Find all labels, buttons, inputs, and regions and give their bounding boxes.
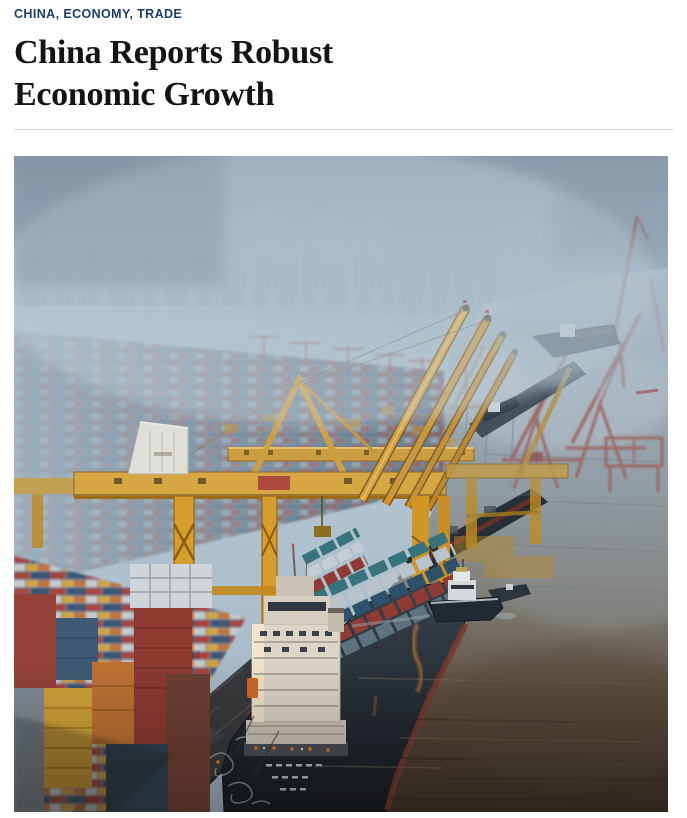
article-tags: CHINA, ECONOMY, TRADE — [14, 7, 673, 21]
port-scene-image — [14, 156, 668, 812]
headline-line-2: Economic Growth — [14, 76, 275, 113]
atmosphere-haze — [14, 156, 668, 812]
tag-separator: , — [55, 7, 64, 21]
tag-separator: , — [129, 7, 138, 21]
article-page: CHINA, ECONOMY, TRADE China Reports Robu… — [0, 7, 687, 812]
tag-link-china[interactable]: CHINA — [14, 7, 56, 21]
tugboat — [351, 559, 531, 628]
tag-link-trade[interactable]: TRADE — [137, 7, 183, 21]
article-hero-figure — [14, 156, 668, 812]
tag-link-economy[interactable]: ECONOMY — [63, 7, 130, 21]
article-headline: China Reports Robust Economic Growth — [14, 32, 673, 116]
headline-line-1: China Reports Robust — [14, 34, 333, 71]
headline-divider — [14, 129, 673, 130]
